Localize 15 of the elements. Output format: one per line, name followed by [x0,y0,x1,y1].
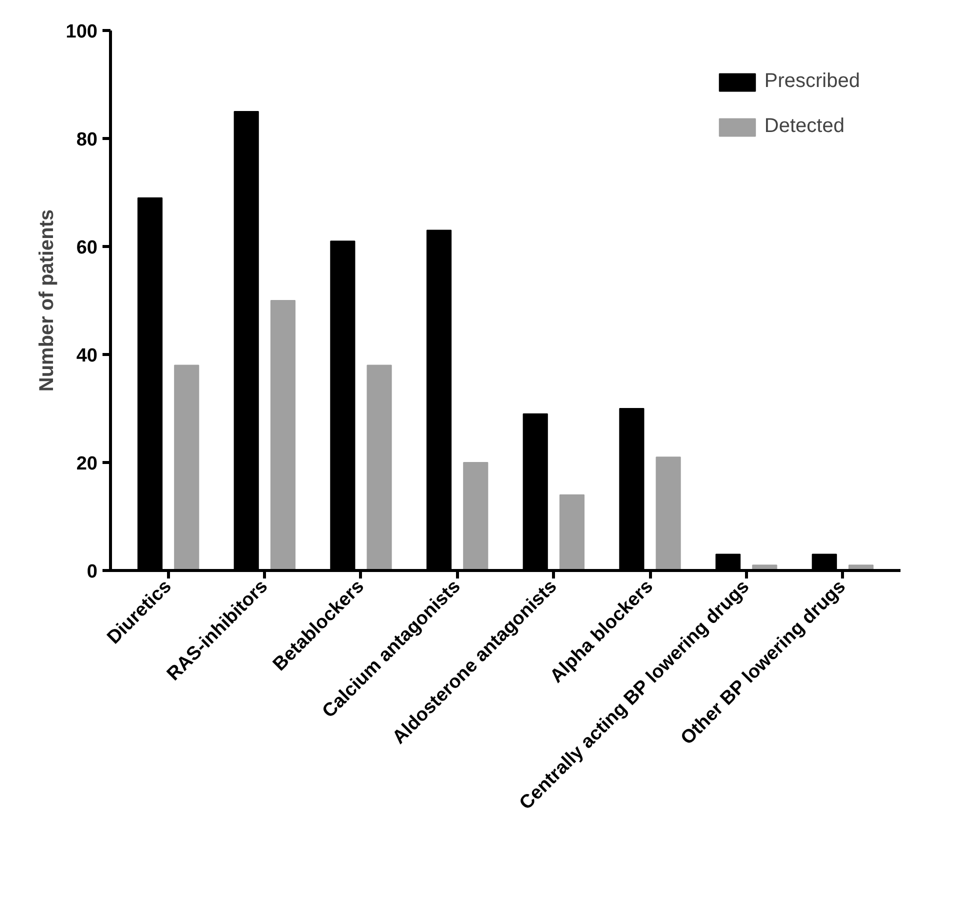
bar [174,364,200,570]
y-axis-title: Number of patients [36,209,58,392]
bar [559,494,585,570]
y-tick-label: 100 [66,22,98,42]
y-tick-label: 60 [76,238,98,258]
legend-label: Detected [764,115,844,138]
y-tick-label: 40 [76,346,98,366]
bar [656,456,681,570]
bar [366,364,392,570]
bar [270,300,296,570]
y-tick-label: 80 [76,130,98,150]
bar [463,462,488,570]
y-tick-label: 20 [76,454,98,474]
legend-label: Prescribed [764,70,860,93]
y-tick-label: 0 [86,562,98,582]
